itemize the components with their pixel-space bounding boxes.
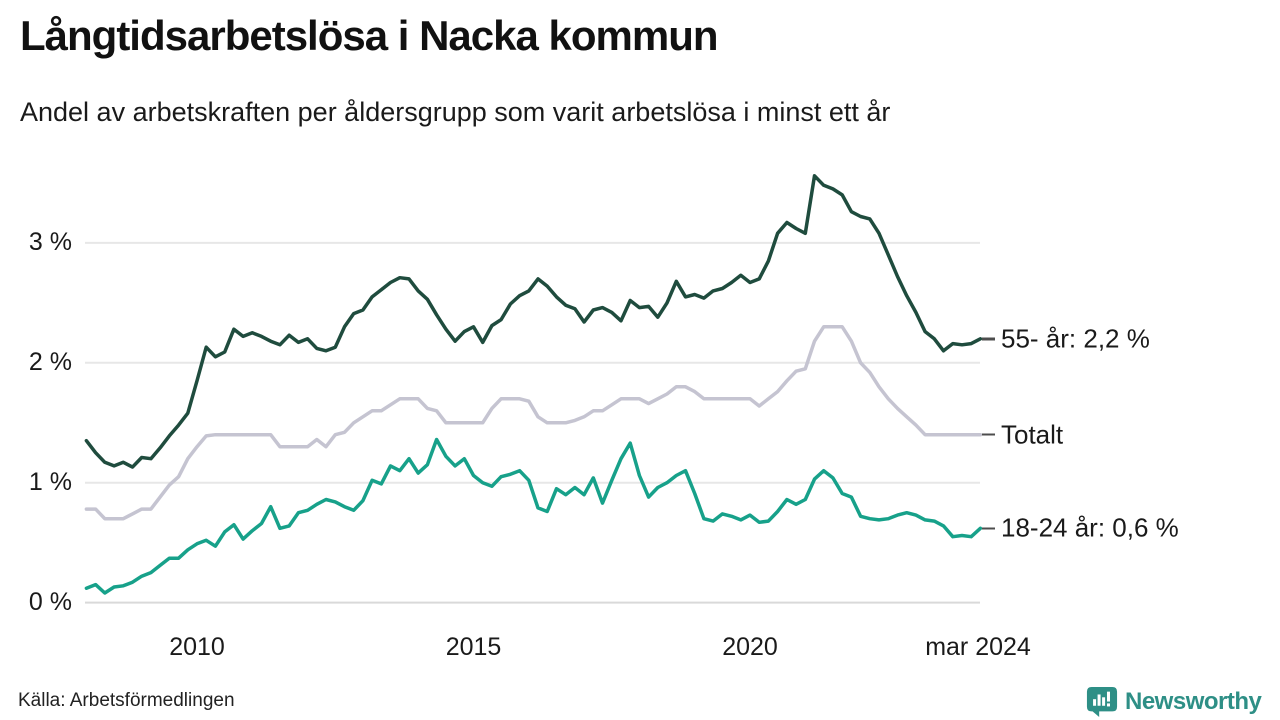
annotation-tick-icon	[982, 527, 995, 530]
newsworthy-brand: Newsworthy	[1086, 686, 1262, 718]
series-annotation-55: 55- år: 2,2 %	[982, 323, 1150, 354]
annotation-tick-icon	[982, 433, 995, 436]
y-axis-tick: 0 %	[28, 587, 72, 616]
series-line-18-24	[84, 437, 983, 595]
x-axis-tick: 2015	[445, 633, 502, 661]
chart-subtitle: Andel av arbetskraften per åldersgrupp s…	[20, 97, 891, 127]
series-annotation-label: 55- år: 2,2 %	[1001, 323, 1150, 354]
series-line-total	[84, 325, 983, 521]
page-title: Långtidsarbetslösa i Nacka kommun	[20, 12, 719, 59]
y-axis-tick: 3 %	[28, 227, 72, 256]
y-axis-tick: 1 %	[28, 467, 72, 496]
series-annotation-total: Totalt	[982, 419, 1063, 450]
x-axis-tick: 2010	[169, 633, 225, 661]
series-annotation-label: Totalt	[1001, 419, 1064, 450]
series-annotation-18-24: 18-24 år: 0,6 %	[982, 513, 1179, 544]
newsworthy-logo-icon	[1086, 686, 1118, 718]
series-annotation-label: 18-24 år: 0,6 %	[1001, 512, 1179, 543]
source-note: Källa: Arbetsförmedlingen	[18, 690, 235, 711]
x-axis-tick: mar 2024	[925, 633, 1031, 661]
series-line-55	[84, 174, 983, 469]
exclamation-icon	[1106, 691, 1110, 702]
annotation-tick-icon	[982, 337, 995, 341]
bar-chart-icon	[1093, 699, 1097, 706]
brand-wordmark: Newsworthy	[1125, 688, 1262, 715]
x-axis-tick: 2020	[722, 633, 778, 661]
y-axis-tick: 2 %	[28, 347, 72, 376]
